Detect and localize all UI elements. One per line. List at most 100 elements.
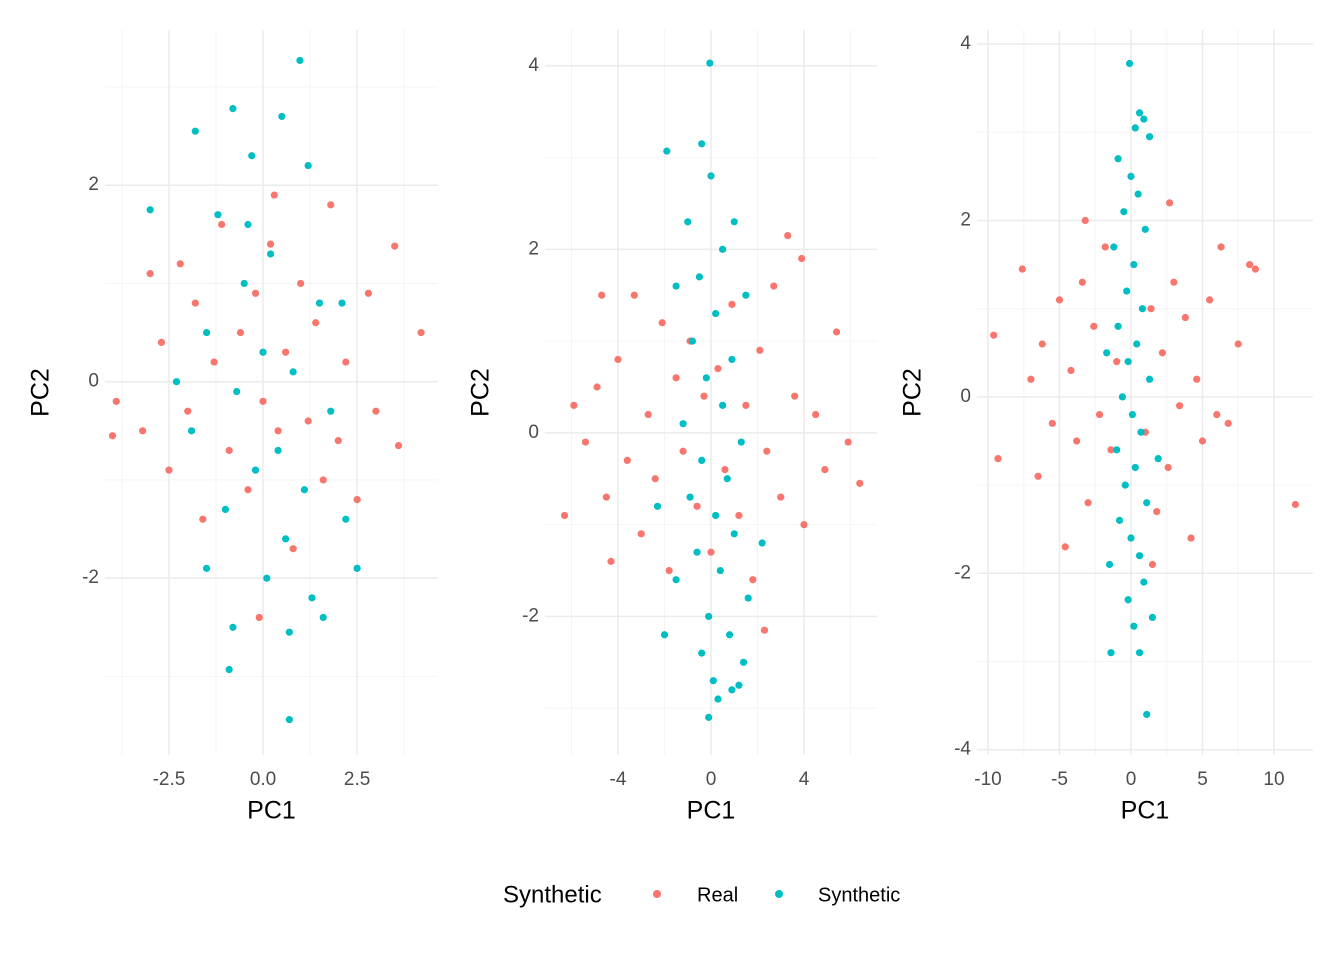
point: [705, 612, 713, 621]
point: [693, 548, 701, 556]
point: [191, 299, 199, 307]
point: [278, 112, 286, 121]
point: [723, 475, 731, 483]
point: [570, 401, 578, 409]
point: [353, 495, 361, 504]
point: [712, 511, 720, 520]
point: [749, 576, 757, 584]
point: [236, 328, 245, 337]
point: [665, 566, 673, 575]
point: [1114, 322, 1122, 330]
point: [1234, 340, 1242, 348]
y-axis-title: PC2: [899, 368, 927, 417]
point: [728, 355, 736, 364]
point: [698, 649, 706, 657]
point: [146, 206, 154, 214]
point: [1124, 358, 1132, 366]
point: [1128, 410, 1137, 419]
point: [304, 161, 312, 170]
point: [225, 665, 233, 674]
point: [1118, 393, 1127, 401]
point: [319, 476, 327, 484]
point: [1018, 265, 1026, 273]
point: [994, 455, 1002, 463]
point: [218, 220, 226, 229]
point: [798, 254, 806, 263]
point: [263, 574, 271, 582]
point: [157, 338, 166, 346]
point: [1246, 261, 1254, 269]
point: [698, 456, 706, 465]
point: [672, 576, 680, 584]
point: [338, 299, 346, 307]
y-tick-label: 2: [960, 210, 971, 231]
point: [602, 493, 610, 501]
point: [698, 140, 706, 148]
x-axis-title: PC1: [687, 797, 736, 825]
point: [679, 420, 687, 428]
point: [221, 505, 230, 514]
point: [719, 245, 727, 253]
point: [1115, 516, 1124, 524]
point: [391, 242, 399, 250]
point: [308, 594, 316, 602]
point: [300, 486, 309, 494]
point: [1095, 410, 1104, 419]
point: [255, 613, 263, 622]
point: [1078, 278, 1086, 286]
point: [1110, 243, 1118, 251]
point: [1291, 500, 1300, 509]
point: [1130, 622, 1138, 630]
point: [758, 539, 766, 547]
point: [165, 466, 173, 474]
point: [319, 613, 327, 622]
point: [709, 677, 717, 685]
point: [737, 438, 745, 446]
point: [315, 299, 324, 307]
point: [327, 201, 335, 209]
x-tick-label: 5: [1197, 769, 1208, 790]
point: [244, 220, 252, 229]
point: [233, 387, 241, 396]
point: [1140, 115, 1148, 123]
point: [1055, 296, 1064, 304]
point: [760, 626, 769, 634]
point: [1048, 419, 1056, 427]
y-tick-label: -2: [522, 605, 539, 626]
point: [1127, 534, 1135, 542]
point: [607, 557, 615, 565]
point: [714, 695, 722, 703]
point: [672, 282, 680, 290]
point: [244, 486, 252, 494]
point: [229, 104, 237, 113]
point: [334, 437, 342, 445]
point: [364, 289, 372, 297]
point: [1133, 340, 1141, 348]
point: [832, 328, 841, 336]
y-tick-label: 0: [528, 422, 539, 443]
point: [763, 447, 771, 455]
y-tick-label: 0: [88, 371, 99, 392]
point: [637, 530, 645, 538]
point: [653, 502, 662, 510]
point: [644, 410, 652, 419]
point: [1148, 613, 1157, 622]
point: [990, 331, 998, 339]
x-tick-label: -10: [974, 769, 1001, 790]
point: [1176, 402, 1184, 410]
x-tick-label: -2.5: [153, 769, 186, 790]
point: [1206, 296, 1214, 304]
point: [1124, 596, 1132, 604]
point: [660, 631, 669, 639]
point: [394, 441, 403, 450]
point: [614, 355, 622, 364]
point: [417, 328, 425, 337]
point: [1138, 305, 1147, 313]
y-tick-label: -2: [954, 562, 971, 583]
point: [1145, 133, 1154, 141]
point: [1134, 190, 1142, 198]
y-axis-title: PC2: [27, 368, 55, 417]
point: [285, 628, 293, 636]
point: [1135, 109, 1144, 117]
